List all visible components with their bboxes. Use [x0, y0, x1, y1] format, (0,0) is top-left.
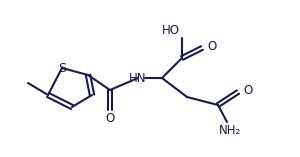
- Text: O: O: [105, 111, 115, 125]
- Text: S: S: [58, 62, 66, 75]
- Text: HO: HO: [162, 24, 180, 38]
- Text: O: O: [207, 41, 216, 54]
- Text: HN: HN: [129, 71, 147, 84]
- Text: O: O: [243, 84, 252, 97]
- Text: NH₂: NH₂: [219, 124, 241, 136]
